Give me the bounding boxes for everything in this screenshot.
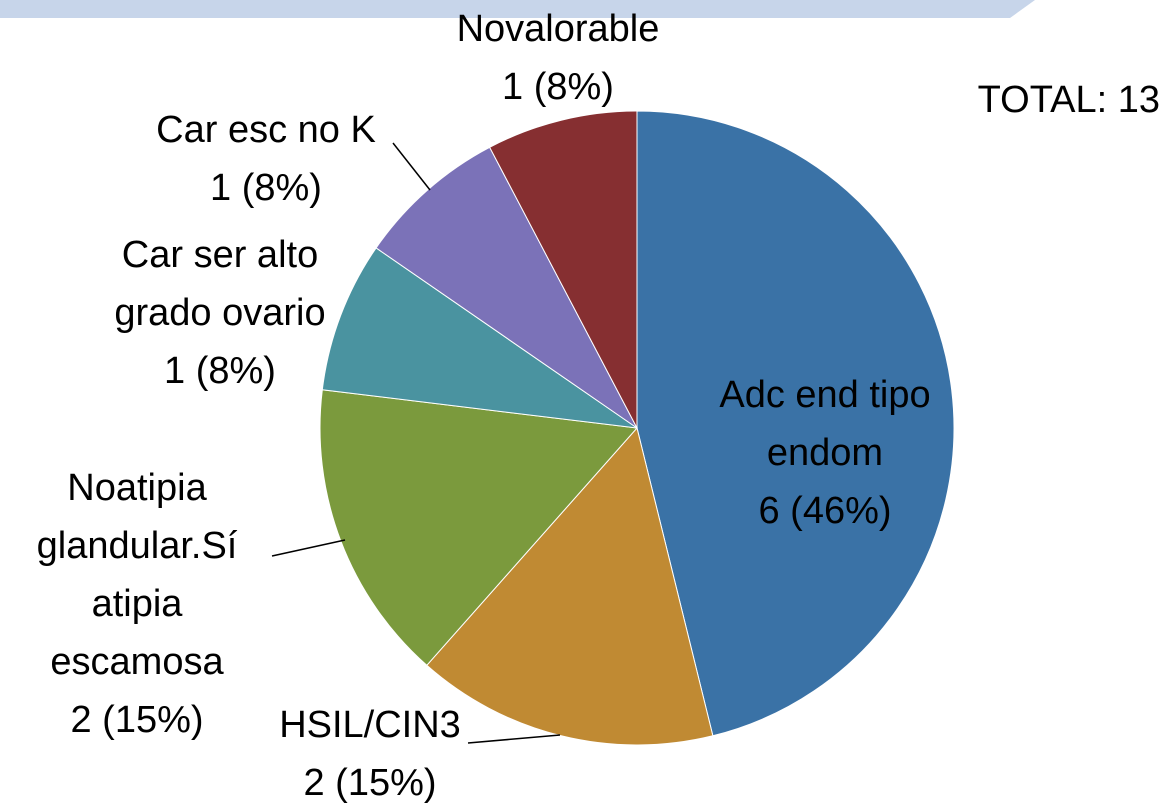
pie-slice <box>426 426 714 746</box>
value-label: 2 (15%) <box>303 762 437 804</box>
category-name: Adc end tipo endom <box>719 374 931 474</box>
value-label: 1 (8%) <box>502 66 614 108</box>
total-annotation: TOTAL: 13 <box>977 79 1160 121</box>
leader-line <box>271 539 346 557</box>
slice-label: Noatipia glandular.Sí atipia escamosa 2 (… <box>6 459 268 749</box>
value-label: 1 (8%) <box>164 350 276 392</box>
pie-slice <box>375 146 638 429</box>
value-label: 6 (46%) <box>758 490 892 532</box>
leader-line <box>392 142 431 191</box>
slice-label: Adc end tipo endom 6 (46%) <box>680 366 970 540</box>
category-name: Noatipia glandular.Sí atipia escamosa <box>36 467 238 683</box>
leader-line <box>467 734 561 744</box>
category-name: Car esc no K <box>156 109 376 151</box>
slice-label: Car ser alto grado ovario 1 (8%) <box>80 226 360 400</box>
pie-slice <box>636 110 955 737</box>
category-name: Car ser alto grado ovario <box>114 234 326 334</box>
slices <box>319 110 955 746</box>
pie-slice <box>321 247 638 429</box>
category-name: Novalorable <box>456 8 660 50</box>
value-label: 1 (8%) <box>210 167 322 209</box>
slice-label: HSIL/CIN3 2 (15%) <box>220 696 520 810</box>
value-label: 2 (15%) <box>70 699 204 741</box>
category-name: HSIL/CIN3 <box>279 704 461 746</box>
slice-label: Car esc no K 1 (8%) <box>106 101 426 217</box>
slice-label: Novalorable 1 (8%) <box>398 0 718 116</box>
pie-slice <box>489 110 638 429</box>
header-band <box>0 0 1035 18</box>
